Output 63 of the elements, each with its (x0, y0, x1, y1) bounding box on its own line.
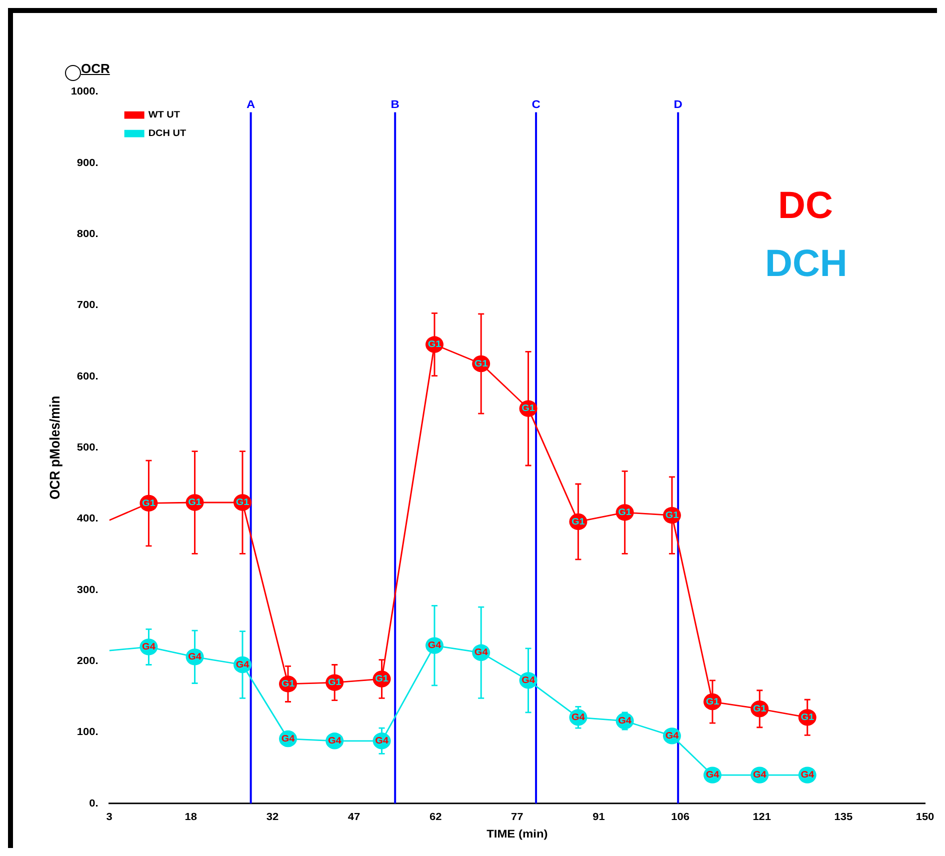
data-label: G1 (281, 678, 296, 690)
data-label: G1 (328, 677, 342, 688)
legend-label: WT UT (148, 110, 180, 120)
data-label: G4 (142, 642, 156, 652)
data-label: G4 (706, 770, 720, 780)
data-label: G1 (618, 507, 632, 518)
data-label: G4 (665, 730, 680, 742)
data-label: G1 (665, 510, 680, 521)
data-label: G4 (188, 652, 202, 662)
x-tick-label: 18 (184, 811, 198, 823)
x-tick-label: 32 (266, 811, 279, 823)
ref-line-label: C (532, 99, 542, 111)
y-tick-label: 900. (76, 157, 98, 169)
data-label: G4 (572, 712, 586, 723)
data-label: G1 (142, 498, 156, 509)
x-tick-label: 47 (348, 811, 360, 823)
ref-line-label: D (674, 99, 682, 111)
data-label: G1 (236, 497, 250, 508)
x-tick-label: 150 (916, 811, 934, 823)
annotation: DC (778, 185, 833, 228)
y-tick-label: 700. (76, 300, 98, 312)
data-label: G1 (188, 497, 202, 508)
x-tick-label: 62 (429, 811, 442, 823)
data-label: G1 (572, 516, 586, 528)
y-tick-label: 200. (76, 655, 98, 667)
data-label: G1 (474, 358, 488, 370)
x-tick-label: 121 (752, 811, 772, 823)
x-tick-label: 3 (106, 811, 112, 823)
text: OCR (81, 61, 110, 76)
data-label: G1 (375, 674, 390, 684)
data-label: G1 (428, 339, 442, 350)
y-tick-label: 400. (76, 513, 98, 525)
y-tick-label: 300. (76, 584, 98, 596)
y-axis-title: OCR pMoles/min (46, 396, 62, 500)
data-label: G1 (706, 696, 720, 708)
data-label: G1 (522, 403, 536, 414)
data-label: G4 (328, 736, 342, 746)
data-label: G1 (752, 704, 767, 714)
ref-line-label: A (246, 99, 256, 111)
y-tick-label: 600. (76, 370, 98, 382)
y-tick-label: 800. (76, 228, 98, 240)
data-label: G4 (752, 770, 767, 780)
data-label: G1 (800, 712, 815, 723)
data-label: G4 (375, 736, 390, 746)
x-tick-label: 135 (834, 811, 853, 823)
data-label: G4 (236, 660, 250, 670)
y-tick-label: 500. (76, 442, 98, 454)
x-axis-title: TIME (min) (486, 828, 548, 840)
annotation: DCH (765, 243, 848, 286)
data-label: G4 (281, 734, 296, 744)
data-label: G4 (428, 640, 442, 651)
data-label: G4 (474, 648, 488, 658)
legend-label: DCH UT (148, 128, 186, 140)
data-label: G4 (618, 716, 632, 726)
y-tick-label: 100. (76, 726, 98, 738)
x-tick-label: 91 (592, 811, 605, 823)
ref-line-label: B (390, 99, 400, 111)
y-tick-label: 0. (89, 798, 98, 810)
y-tick-label: 1000. (70, 86, 98, 98)
x-tick-label: 106 (671, 811, 690, 823)
data-label: G4 (800, 770, 815, 780)
data-label: G4 (522, 675, 536, 686)
x-tick-label: 77 (511, 811, 524, 823)
